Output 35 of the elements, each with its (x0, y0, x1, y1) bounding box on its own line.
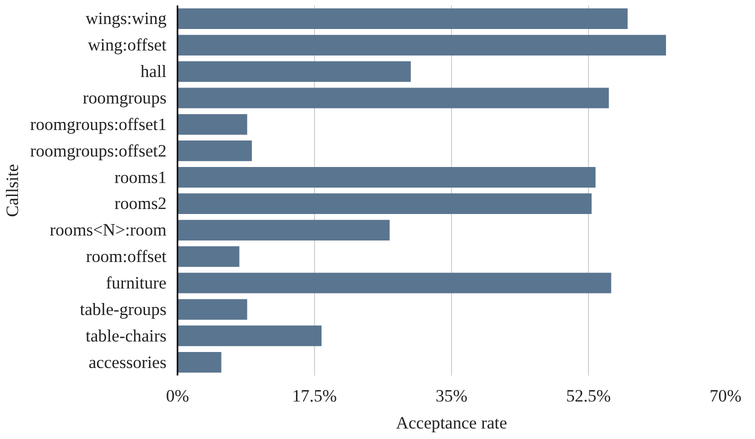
x-axis-title: Acceptance rate (396, 414, 508, 432)
bar (178, 88, 609, 108)
bar (178, 272, 612, 294)
y-tick-label: rooms2 (114, 194, 167, 214)
bar (178, 299, 248, 320)
bar (178, 140, 252, 162)
bar (178, 166, 596, 188)
y-tick-label: roomgroups (82, 88, 167, 108)
x-tick-label: 35% (436, 386, 468, 406)
y-tick-label: rooms1 (114, 168, 167, 187)
y-tick-label: accessories (88, 352, 167, 372)
x-tick-label: 17.5% (292, 386, 337, 406)
bar (178, 246, 240, 267)
y-tick-label: roomgroups:offset2 (30, 141, 167, 160)
y-tick-label: wings:wing (86, 9, 167, 28)
x-tick-label: 0% (166, 386, 190, 406)
y-tick-label: hall (140, 62, 167, 82)
y-tick-label: room:offset (86, 247, 167, 266)
y-tick-label: wing:offset (88, 36, 167, 55)
bar (178, 34, 666, 56)
x-tick-label: 70% (710, 386, 742, 406)
y-tick-label: rooms<N>:room (50, 220, 168, 240)
y-axis-title: Callsite (3, 164, 22, 217)
x-tick-label: 52.5% (566, 386, 611, 406)
bar (178, 114, 248, 135)
bar (178, 193, 592, 214)
bar (178, 220, 390, 240)
y-tick-label: roomgroups:offset1 (30, 114, 167, 134)
y-tick-label: table-groups (80, 300, 167, 319)
bar (178, 352, 222, 373)
bar (178, 326, 322, 346)
y-tick-label: table-chairs (86, 326, 167, 346)
bar (178, 8, 628, 30)
bar (178, 61, 411, 82)
y-tick-label: furniture (106, 274, 167, 292)
